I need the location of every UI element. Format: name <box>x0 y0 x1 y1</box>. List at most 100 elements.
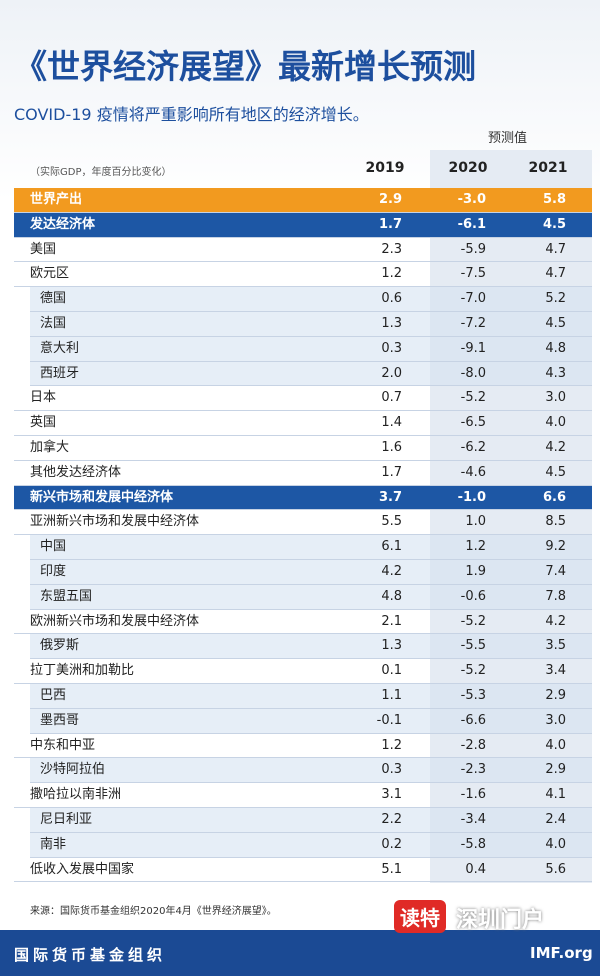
cell-value: -3.4 <box>460 812 486 827</box>
row-label: 加拿大 <box>30 440 70 455</box>
row-label: 墨西哥 <box>40 712 80 728</box>
cell-value: 4.0 <box>545 737 566 753</box>
row-label: 中国 <box>40 539 67 555</box>
cell-value: 3.4 <box>545 663 566 679</box>
cell-value: -6.1 <box>457 216 486 232</box>
cell-value: -6.2 <box>460 440 486 455</box>
cell-value: 4.5 <box>545 464 566 480</box>
row-label: 巴西 <box>40 688 67 703</box>
child-row: 德国 0.6 -7.0 5.2 <box>30 287 592 312</box>
cell-value: 4.8 <box>545 340 566 356</box>
footer-bar <box>0 930 600 976</box>
forecast-label: 预测值 <box>488 131 528 146</box>
cell-value: -9.1 <box>460 340 486 356</box>
child-row: 东盟五国 4.8 -0.6 7.8 <box>30 584 592 610</box>
cell-value: 1.7 <box>378 216 402 232</box>
cell-value: 0.6 <box>381 291 402 307</box>
row-label: 美国 <box>30 241 57 257</box>
cell-value: -7.0 <box>460 291 486 307</box>
row-label: 欧洲新兴市场和发展中经济体 <box>30 613 200 629</box>
cell-value: 5.2 <box>545 291 566 307</box>
row-label: 东盟五国 <box>40 588 93 604</box>
cell-value: -7.5 <box>460 266 486 282</box>
cell-value: -0.6 <box>460 588 486 604</box>
cell-value: 4.0 <box>545 415 566 431</box>
cell-value: 2.9 <box>378 192 402 207</box>
cell-value: 3.0 <box>545 712 566 728</box>
cell-value: 0.2 <box>381 836 402 852</box>
row-label: 德国 <box>40 291 67 307</box>
cell-value: 0.4 <box>465 861 486 877</box>
cell-value: 5.6 <box>545 861 566 877</box>
cell-value: 9.2 <box>545 539 566 555</box>
row-label: 其他发达经济体 <box>30 464 122 480</box>
cell-value: 5.1 <box>381 861 402 877</box>
row-label: 亚洲新兴市场和发展中经济体 <box>30 514 200 530</box>
cell-value: 4.2 <box>545 613 566 629</box>
cell-value: 1.2 <box>381 737 402 753</box>
cell-value: -5.5 <box>460 638 486 654</box>
cell-value: 3.1 <box>381 787 402 803</box>
cell-value: 1.6 <box>381 440 402 455</box>
cell-value: -1.6 <box>460 787 486 803</box>
cell-value: 3.0 <box>545 390 566 406</box>
row-row: 中东和中亚 1.2 -2.8 4.0 <box>14 734 592 759</box>
child-row: 墨西哥 -0.1 -6.6 3.0 <box>30 708 592 734</box>
row-row: 亚洲新兴市场和发展中经济体 5.5 1.0 8.5 <box>14 510 592 536</box>
cell-value: 1.1 <box>381 688 402 703</box>
child-row: 法国 1.3 -7.2 4.5 <box>30 312 592 337</box>
child-row: 南非 0.2 -5.8 4.0 <box>30 832 592 858</box>
cell-value: 4.7 <box>545 266 566 282</box>
child-row: 俄罗斯 1.3 -5.5 3.5 <box>30 634 592 660</box>
section-row: 世界产出 2.9 -3.0 5.8 <box>14 188 592 213</box>
row-label: 英国 <box>30 415 57 431</box>
section-row: 新兴市场和发展中经济体 3.7 -1.0 6.6 <box>14 485 592 511</box>
column-header: 2019 <box>365 160 405 176</box>
cell-value: -5.9 <box>460 241 486 257</box>
cell-value: -7.2 <box>460 316 486 331</box>
cell-value: 5.8 <box>542 192 566 207</box>
cell-value: 7.4 <box>545 564 566 579</box>
cell-value: 1.9 <box>465 564 486 579</box>
row-label: 世界产出 <box>30 192 83 207</box>
child-row: 尼日利亚 2.2 -3.4 2.4 <box>30 808 592 833</box>
row-row: 日本 0.7 -5.2 3.0 <box>14 386 592 412</box>
cell-value: -8.0 <box>460 365 486 381</box>
cell-value: 1.7 <box>381 464 402 480</box>
cell-value: 1.2 <box>381 266 402 282</box>
cell-value: 3.5 <box>545 638 566 654</box>
cell-value: -0.1 <box>376 712 402 728</box>
cell-value: -6.6 <box>460 712 486 728</box>
cell-value: -6.5 <box>460 415 486 431</box>
watermark-brand: 读特 <box>394 900 446 933</box>
row-row: 加拿大 1.6 -6.2 4.2 <box>14 436 592 461</box>
source: 来源：国际货币基金组织2020年4月《世界经济展望》。 <box>30 906 277 917</box>
row-row: 欧洲新兴市场和发展中经济体 2.1 -5.2 4.2 <box>14 610 592 635</box>
cell-value: -5.3 <box>460 688 486 703</box>
row-row: 英国 1.4 -6.5 4.0 <box>14 411 592 436</box>
cell-value: -3.0 <box>457 192 486 207</box>
cell-value: 6.1 <box>381 539 402 555</box>
cell-value: 8.5 <box>545 514 566 530</box>
row-label: 沙特阿拉伯 <box>40 762 106 778</box>
cell-value: 2.3 <box>381 241 402 257</box>
cell-value: -5.8 <box>460 836 486 852</box>
row-label: 中东和中亚 <box>30 737 96 753</box>
cell-value: 4.7 <box>545 241 566 257</box>
column-header: 2021 <box>528 160 568 176</box>
cell-value: 1.0 <box>465 514 486 530</box>
row-label: 印度 <box>40 564 67 579</box>
cell-value: -4.6 <box>460 464 486 480</box>
cell-value: 4.2 <box>545 440 566 455</box>
cell-value: 3.7 <box>378 489 402 505</box>
child-row: 巴西 1.1 -5.3 2.9 <box>30 684 592 709</box>
cell-value: 5.5 <box>381 514 402 530</box>
cell-value: 0.3 <box>381 762 402 778</box>
cell-value: 2.0 <box>381 365 402 381</box>
section-row: 发达经济体 1.7 -6.1 4.5 <box>14 212 592 238</box>
row-label: 新兴市场和发展中经济体 <box>30 489 174 505</box>
subtitle: COVID-19 疫情将严重影响所有地区的经济增长。 <box>14 105 369 124</box>
child-row: 沙特阿拉伯 0.3 -2.3 2.9 <box>30 758 592 784</box>
child-row: 中国 6.1 1.2 9.2 <box>30 535 592 560</box>
